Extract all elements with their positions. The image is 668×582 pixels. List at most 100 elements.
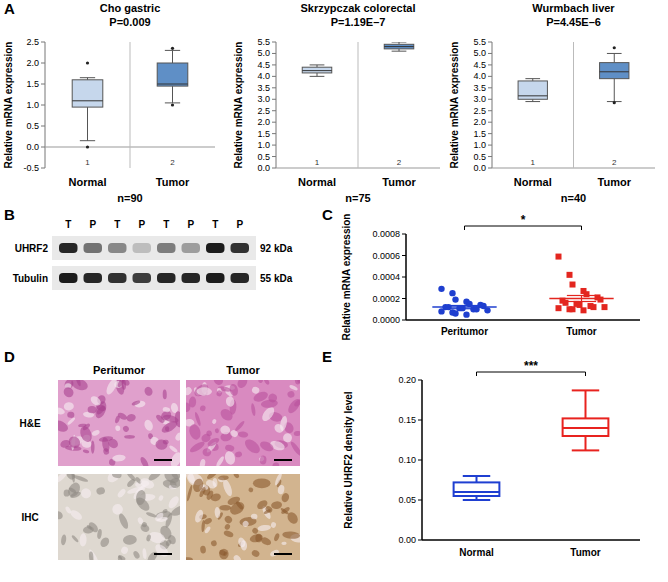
- column-label: Tumor: [226, 364, 260, 376]
- tissue: [287, 390, 296, 398]
- outlier: [86, 145, 89, 148]
- tissue: [79, 533, 87, 547]
- band: [133, 273, 152, 283]
- tissue: [257, 524, 271, 532]
- tissue: [234, 420, 246, 433]
- title: Skrzypczak colorectal: [301, 2, 416, 14]
- point: [581, 307, 587, 313]
- tick: [418, 420, 422, 421]
- x-axis: [422, 539, 640, 541]
- separator: [573, 42, 574, 168]
- whisker-low: [87, 107, 88, 141]
- error-cap: [450, 305, 479, 306]
- tick-label: 2.0: [26, 58, 39, 68]
- point: [570, 282, 576, 288]
- tissue: [131, 400, 141, 407]
- tissue: [218, 407, 235, 423]
- tissue: [64, 506, 72, 515]
- tissue: [212, 478, 218, 488]
- whisker-high: [614, 53, 615, 62]
- tick-label: 4.5: [257, 60, 270, 70]
- tissue: [80, 487, 93, 500]
- tissue: [169, 451, 180, 466]
- mean-line: [432, 306, 496, 308]
- box-chart: 0.000.050.100.150.20Relative UHRF2 densi…: [343, 359, 640, 558]
- tissue: [210, 492, 222, 502]
- band: [84, 273, 103, 283]
- category-label: Tumor: [570, 547, 600, 558]
- tick-label: 0.5: [257, 152, 270, 162]
- tissue: [62, 385, 76, 399]
- band: [108, 273, 127, 283]
- tissue: [223, 514, 233, 524]
- tissue: [200, 545, 207, 553]
- tissue: [60, 534, 66, 545]
- tissue: [165, 426, 170, 431]
- tissue: [223, 529, 234, 538]
- tick-label: 4.0: [257, 71, 270, 81]
- box-chart: 0.00.51.01.52.02.53.03.54.04.55.05.5Rela…: [449, 2, 655, 204]
- tissue: [126, 413, 137, 423]
- tissue: [253, 478, 271, 488]
- tick: [272, 53, 276, 54]
- tissue: [163, 390, 167, 400]
- tick-label: 0.20: [398, 375, 416, 385]
- sample-label: n=75: [345, 192, 370, 204]
- tissue: [251, 514, 258, 520]
- tissue: [289, 440, 300, 457]
- tick-label: -0.5: [23, 163, 39, 173]
- whisker-low: [317, 73, 318, 76]
- lane-label: P: [187, 219, 194, 230]
- tissue: [272, 462, 280, 466]
- tick: [488, 156, 492, 157]
- whisker-cap: [392, 42, 407, 43]
- whisker-cap: [463, 499, 490, 501]
- whisker-cap: [310, 76, 325, 77]
- point: [591, 304, 597, 310]
- tissue: [218, 475, 229, 481]
- tissue: [256, 498, 270, 511]
- band: [59, 243, 78, 253]
- whisker-low: [585, 436, 587, 450]
- outlier: [613, 101, 616, 104]
- point: [567, 272, 573, 278]
- point: [584, 291, 590, 297]
- tissue: [135, 489, 147, 506]
- scale-bar: [154, 553, 172, 555]
- micrograph: [186, 380, 300, 466]
- tick-label: 1.5: [257, 129, 270, 139]
- tick: [41, 42, 45, 43]
- size-label: 55 kDa: [260, 273, 293, 284]
- outlier: [171, 103, 174, 106]
- tissue: [116, 488, 127, 499]
- tissue: [224, 444, 235, 452]
- tick: [272, 99, 276, 100]
- whisker-cap: [310, 64, 325, 65]
- box: [157, 63, 188, 86]
- whisker-cap: [165, 50, 180, 51]
- title: Wurmbach liver: [532, 2, 615, 14]
- tick-label: 1.0: [26, 100, 39, 110]
- tick: [418, 460, 422, 461]
- tick: [488, 42, 492, 43]
- lane-label: T: [114, 219, 120, 230]
- tissue: [215, 428, 220, 433]
- tissue: [142, 548, 147, 559]
- tissue: [89, 394, 103, 407]
- panel-letter: D: [4, 348, 15, 365]
- tick: [402, 320, 406, 321]
- axis-title: Relative mRNA expression: [341, 214, 352, 341]
- median: [72, 100, 103, 101]
- tissue: [83, 449, 90, 454]
- band: [231, 273, 250, 283]
- tissue: [58, 509, 64, 520]
- tissue: [99, 536, 111, 549]
- tissue: [115, 425, 121, 431]
- tissue: [97, 529, 103, 540]
- tick: [488, 110, 492, 111]
- band: [157, 273, 176, 283]
- tissue: [224, 523, 231, 531]
- tissue: [188, 423, 203, 441]
- tissue: [235, 500, 244, 510]
- point: [463, 311, 469, 317]
